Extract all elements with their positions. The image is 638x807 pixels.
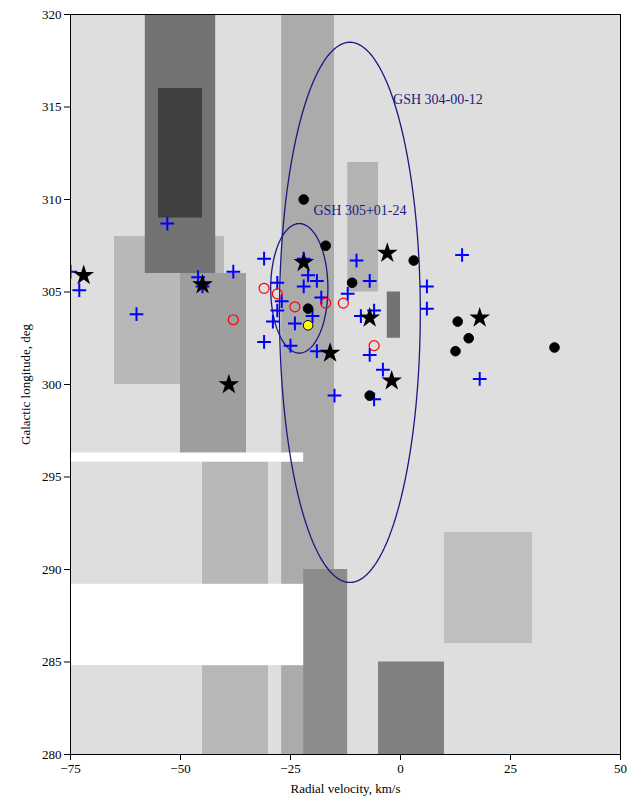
svg-text:Galactic longitude, deg: Galactic longitude, deg: [18, 324, 33, 445]
svg-text:GSH 304-00-12: GSH 304-00-12: [393, 92, 483, 107]
svg-text:310: 310: [42, 192, 62, 207]
svg-text:280: 280: [42, 747, 62, 762]
svg-text:50: 50: [614, 761, 627, 776]
svg-text:285: 285: [42, 654, 62, 669]
svg-text:−50: −50: [170, 761, 190, 776]
svg-text:0: 0: [397, 761, 404, 776]
svg-text:GSH 305+01-24: GSH 305+01-24: [313, 203, 406, 218]
svg-text:Radial velocity, km/s: Radial velocity, km/s: [291, 781, 401, 796]
svg-text:295: 295: [42, 469, 62, 484]
svg-text:305: 305: [42, 284, 62, 299]
svg-text:320: 320: [42, 7, 62, 22]
svg-text:−25: −25: [280, 761, 300, 776]
svg-text:−75: −75: [60, 761, 80, 776]
svg-text:300: 300: [42, 377, 62, 392]
svg-text:315: 315: [42, 99, 62, 114]
svg-text:290: 290: [42, 562, 62, 577]
svg-text:25: 25: [504, 761, 517, 776]
